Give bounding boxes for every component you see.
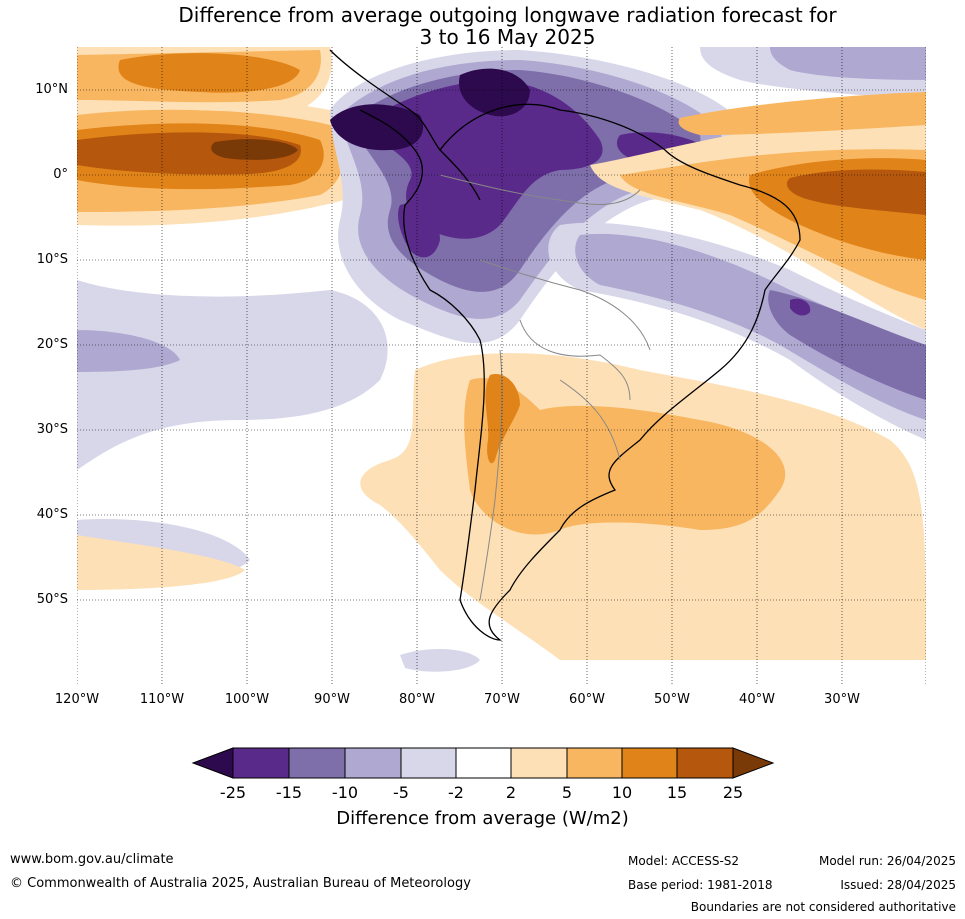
- colorbar: [191, 747, 775, 779]
- lat-label-30s: 30°S: [36, 422, 68, 437]
- colorbar-tick: 10: [611, 783, 633, 802]
- negative-anomaly-pacific-core: [330, 104, 424, 151]
- positive-anomaly-north-west-strong: [118, 53, 300, 93]
- lon-label-110w: 110°W: [139, 692, 185, 707]
- positive-anomaly-south-west-strip: [77, 535, 245, 590]
- footer-model-run: Model run: 26/04/2025: [818, 854, 956, 868]
- negative-anomaly-pacific-south-mid: [77, 330, 180, 372]
- negative-anomaly-peru: [398, 204, 440, 258]
- positive-anomaly-andes-strong: [485, 374, 520, 464]
- map-title: Difference from average outgoing longwav…: [0, 4, 965, 48]
- negative-anomaly-se-atlantic-mid: [575, 233, 926, 420]
- colorbar-tick: 25: [722, 783, 744, 802]
- country-borders: [439, 174, 651, 601]
- lat-label-0: 0°: [53, 167, 68, 182]
- colorbar-bin-4: [400, 747, 457, 779]
- colorbar-tick: -2: [448, 783, 464, 802]
- lon-label-30w: 30°W: [824, 692, 860, 707]
- positive-anomaly-eq-west-peak: [211, 139, 298, 160]
- negative-anomaly-drake: [400, 648, 480, 672]
- negative-anomaly-se-atlantic-strong: [768, 290, 926, 400]
- colorbar-title: Difference from average (W/m2): [336, 808, 629, 829]
- colorbar-tick: 15: [666, 783, 688, 802]
- map-title-line2: 3 to 16 May 2025: [419, 25, 596, 49]
- map-title-line1: Difference from average outgoing longwav…: [178, 3, 837, 27]
- positive-anomaly-south-mid: [464, 377, 786, 535]
- negative-anomaly-pacific-south: [77, 280, 388, 470]
- negative-anomaly-venezuela-core: [459, 68, 530, 117]
- lon-label-90w: 90°W: [314, 692, 350, 707]
- lat-label-40s: 40°S: [36, 507, 68, 522]
- footer-disclaimer: Boundaries are not considered authoritat…: [690, 900, 956, 914]
- colorbar-tick: -5: [393, 783, 409, 802]
- colorbar-tick: 5: [561, 783, 573, 802]
- colorbar-extend-high: [732, 747, 775, 779]
- colorbar-bin-5: [455, 747, 512, 779]
- lon-label-120w: 120°W: [54, 692, 100, 707]
- colorbar-bin-3: [344, 747, 402, 779]
- positive-anomaly-eq-atlantic-core: [786, 169, 926, 215]
- footer-issued: Issued: 28/04/2025: [840, 878, 956, 892]
- colorbar-bin-8: [621, 747, 678, 779]
- lat-label-20s: 20°S: [36, 337, 68, 352]
- anomaly-field: [77, 47, 926, 685]
- footer-copyright: © Commonwealth of Australia 2025, Austra…: [10, 876, 471, 891]
- negative-anomaly-se-atlantic-core: [790, 298, 811, 316]
- lat-label-10s: 10°S: [36, 252, 68, 267]
- lat-label-50s: 50°S: [36, 592, 68, 607]
- lon-label-80w: 80°W: [399, 692, 435, 707]
- footer-model: Model: ACCESS-S2: [628, 854, 740, 868]
- lon-label-100w: 100°W: [224, 692, 270, 707]
- colorbar-tick: -10: [331, 783, 359, 802]
- lon-label-40w: 40°W: [739, 692, 775, 707]
- colorbar-tick: -25: [219, 783, 247, 802]
- graticule: [77, 47, 926, 685]
- positive-anomaly-atlantic-north-strip: [678, 92, 926, 135]
- lon-label-60w: 60°W: [569, 692, 605, 707]
- colorbar-bin-2: [288, 747, 346, 779]
- colorbar-bin-1: [232, 747, 290, 779]
- colorbar-extend-low: [191, 747, 234, 779]
- colorbar-tick: -15: [275, 783, 303, 802]
- colorbar-tick: 2: [505, 783, 517, 802]
- colorbar-bin-6: [510, 747, 568, 779]
- footer-url[interactable]: www.bom.gov.au/climate: [10, 852, 174, 867]
- lon-label-50w: 50°W: [654, 692, 690, 707]
- negative-anomaly-north-atlantic-mid: [770, 47, 926, 80]
- coastlines: [329, 49, 801, 641]
- footer-base-period: Base period: 1981-2018: [628, 878, 773, 892]
- colorbar-bin-9: [676, 747, 734, 779]
- lon-label-70w: 70°W: [484, 692, 520, 707]
- map-panel: [77, 47, 926, 685]
- colorbar-bin-7: [566, 747, 623, 779]
- lat-label-10n: 10°N: [35, 82, 68, 97]
